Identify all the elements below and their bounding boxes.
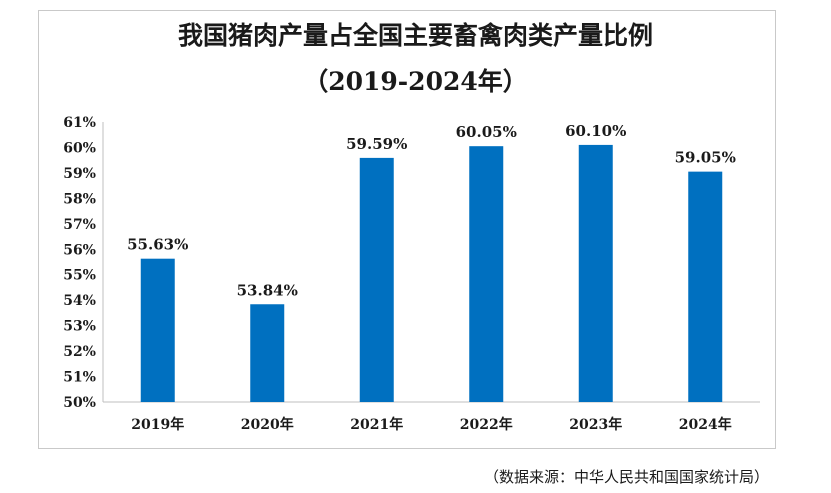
data-label: 60.05%	[456, 123, 517, 141]
y-tick-label: 50%	[63, 395, 96, 411]
y-tick-label: 51%	[63, 370, 96, 386]
x-tick-label: 2020年	[241, 416, 294, 433]
data-label: 55.63%	[127, 236, 188, 254]
source-note: （数据来源：中华人民共和国国家统计局）	[484, 468, 770, 486]
x-tick-label: 2023年	[569, 416, 622, 433]
chart-subtitle: （2019-2024年）	[303, 67, 528, 96]
x-tick-label: 2022年	[460, 416, 513, 433]
chart-title: 我国猪肉产量占全国主要畜禽肉类产量比例	[177, 21, 653, 50]
x-tick-labels: 2019年 2020年 2021年 2022年 2023年 2024年	[131, 416, 731, 433]
data-label: 60.10%	[565, 122, 626, 140]
y-tick-label: 54%	[63, 293, 96, 309]
y-tick-label: 61%	[63, 115, 96, 131]
x-tick-label: 2024年	[679, 416, 732, 433]
x-tick-label: 2019年	[131, 416, 184, 433]
bar	[469, 146, 504, 402]
y-tick-label: 52%	[63, 344, 96, 360]
bar	[140, 258, 175, 402]
data-label: 59.05%	[675, 149, 736, 167]
bar	[578, 144, 613, 402]
bar	[250, 304, 285, 402]
y-tick-label: 60%	[63, 140, 96, 156]
y-tick-label: 55%	[63, 268, 96, 284]
bar	[688, 171, 723, 402]
y-tick-label: 57%	[63, 217, 96, 233]
y-tick-labels: 50% 51% 52% 53% 54% 55% 56% 57% 58% 59% 60% 61%	[63, 115, 96, 411]
data-label: 53.84%	[237, 281, 298, 299]
data-labels: 55.63% 53.84% 59.59% 60.05% 60.10% 59.05%	[127, 122, 736, 299]
x-tick-label: 2021年	[350, 416, 403, 433]
y-tick-label: 59%	[63, 166, 96, 182]
y-tick-label: 58%	[63, 191, 96, 207]
y-tick-label: 56%	[63, 242, 96, 258]
data-label: 59.59%	[346, 135, 407, 153]
bar	[359, 157, 394, 402]
bars	[140, 144, 723, 402]
y-tick-label: 53%	[63, 319, 96, 335]
